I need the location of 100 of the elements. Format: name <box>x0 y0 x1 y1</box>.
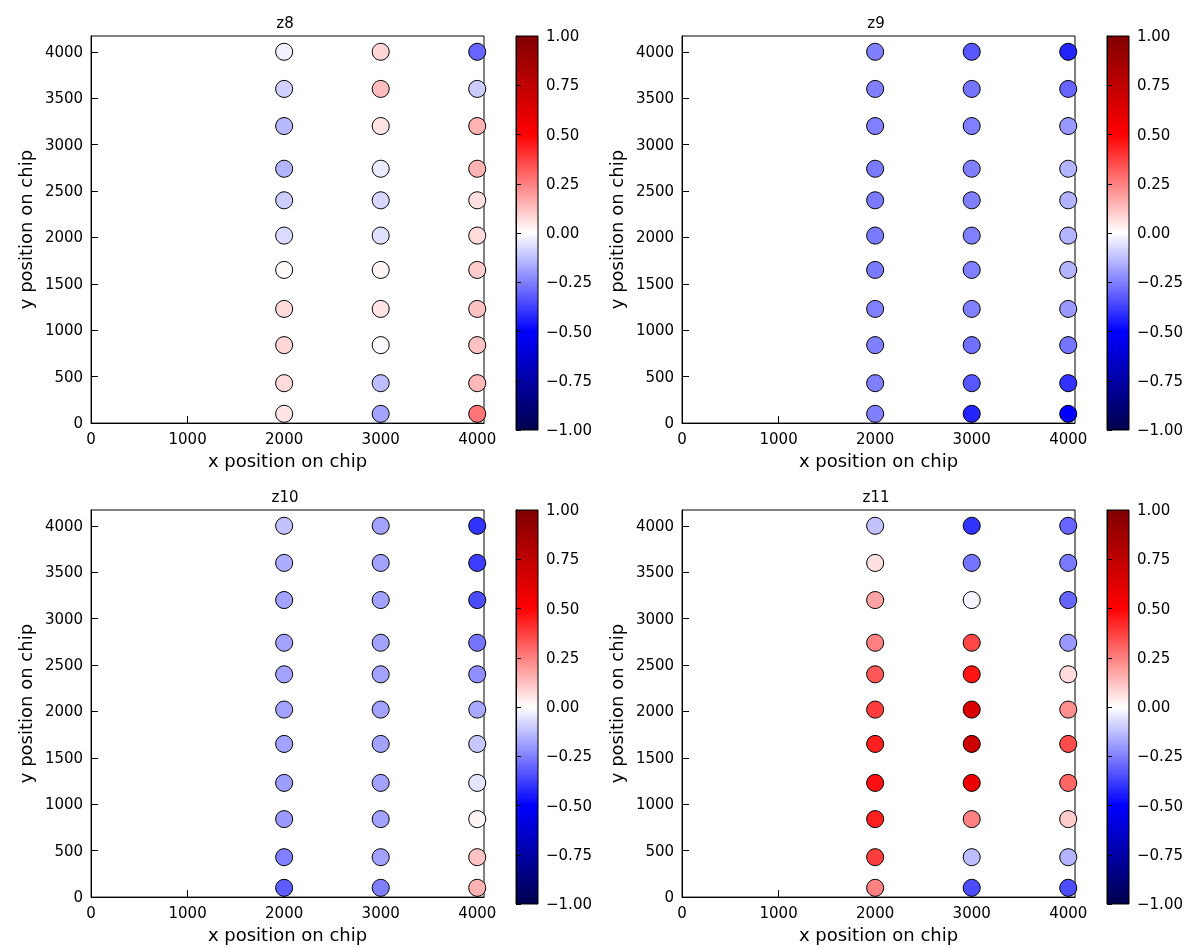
color-bar-label: −1.00 <box>1137 421 1183 439</box>
point <box>371 810 390 829</box>
point <box>275 878 294 897</box>
point <box>962 260 981 279</box>
x-axis-title: x position on chip <box>798 923 959 945</box>
point <box>866 159 885 178</box>
point <box>1059 191 1078 210</box>
x-tick-label: 2000 <box>856 429 895 448</box>
point <box>962 226 981 245</box>
point <box>962 516 981 535</box>
y-tick-label: 3500 <box>44 563 84 582</box>
x-axis-title: x position on chip <box>207 449 368 471</box>
point <box>275 633 294 652</box>
point <box>275 159 294 178</box>
y-tick-label: 1000 <box>44 795 84 814</box>
point <box>468 299 487 318</box>
y-tick-label: 2500 <box>44 656 84 675</box>
color-bar-label: −0.25 <box>1137 747 1183 766</box>
y-tick-label: 500 <box>645 367 675 386</box>
y-axis-title: y position on chip <box>14 623 36 784</box>
point <box>1059 336 1078 355</box>
point <box>866 633 885 652</box>
point <box>962 591 981 610</box>
point <box>866 734 885 753</box>
y-tick-label: 3500 <box>635 563 675 582</box>
point <box>371 159 390 178</box>
point <box>468 260 487 279</box>
color-bar-label: 0.75 <box>1137 76 1171 95</box>
y-tick-label: 1500 <box>635 748 675 767</box>
color-bar-label: −0.50 <box>1137 796 1183 815</box>
point <box>371 260 390 279</box>
point <box>962 878 981 897</box>
point <box>962 42 981 61</box>
point <box>866 848 885 867</box>
point <box>371 117 390 136</box>
x-axis-title: x position on chip <box>207 923 368 945</box>
color-bar-label: −1.00 <box>546 421 592 439</box>
point <box>866 260 885 279</box>
x-tick-label: 1000 <box>168 429 207 448</box>
y-axis-title: y position on chip <box>14 149 36 310</box>
point <box>468 633 487 652</box>
point <box>468 591 487 610</box>
chart-title: z11 <box>862 487 890 506</box>
color-bar-label: −0.50 <box>546 322 592 341</box>
y-tick-label: 3000 <box>44 609 84 628</box>
y-tick-label: 1500 <box>44 274 84 293</box>
point <box>468 374 487 393</box>
point <box>1059 591 1078 610</box>
point <box>275 404 294 423</box>
y-tick-label: 500 <box>54 841 84 860</box>
point <box>468 810 487 829</box>
point <box>275 42 294 61</box>
y-tick-label: 1000 <box>635 795 675 814</box>
color-bar-label: 0.50 <box>1137 599 1171 618</box>
color-bar-label: 0.25 <box>1137 648 1171 667</box>
point <box>962 374 981 393</box>
point <box>1059 633 1078 652</box>
x-tick-label: 1000 <box>168 903 207 922</box>
point <box>275 516 294 535</box>
point <box>468 117 487 136</box>
x-tick-label: 3000 <box>952 429 991 448</box>
point <box>468 878 487 897</box>
y-tick-label: 2000 <box>44 228 84 247</box>
point <box>1059 226 1078 245</box>
point <box>866 336 885 355</box>
point <box>962 117 981 136</box>
point <box>468 404 487 423</box>
point <box>1059 404 1078 423</box>
y-tick-label: 2000 <box>635 228 675 247</box>
point <box>866 878 885 897</box>
y-tick-label: 3000 <box>635 609 675 628</box>
y-tick-label: 4000 <box>44 42 84 61</box>
x-tick-label: 2000 <box>265 903 304 922</box>
x-tick-label: 3000 <box>361 429 400 448</box>
y-tick-label: 0 <box>73 414 84 433</box>
point <box>468 773 487 792</box>
point <box>866 553 885 572</box>
point <box>962 191 981 210</box>
color-bar-label: −1.00 <box>546 895 592 913</box>
color-bar-label: 0.00 <box>546 698 580 716</box>
point <box>1059 773 1078 792</box>
color-bar-label: −0.75 <box>1137 845 1183 864</box>
point <box>275 336 294 355</box>
point <box>1059 516 1078 535</box>
color-bar-label: −0.50 <box>546 796 592 815</box>
point <box>275 226 294 245</box>
point <box>866 374 885 393</box>
point <box>962 553 981 572</box>
point <box>468 553 487 572</box>
point <box>371 226 390 245</box>
y-tick-label: 1000 <box>635 321 675 340</box>
color-bar-label: 1.00 <box>1137 501 1171 519</box>
y-tick-label: 0 <box>664 414 675 433</box>
point <box>371 79 390 98</box>
point <box>866 700 885 719</box>
point <box>866 810 885 829</box>
x-tick-label: 1000 <box>759 903 798 922</box>
point <box>866 79 885 98</box>
color-bar-label: 1.00 <box>546 501 580 519</box>
y-tick-label: 3000 <box>44 135 84 154</box>
